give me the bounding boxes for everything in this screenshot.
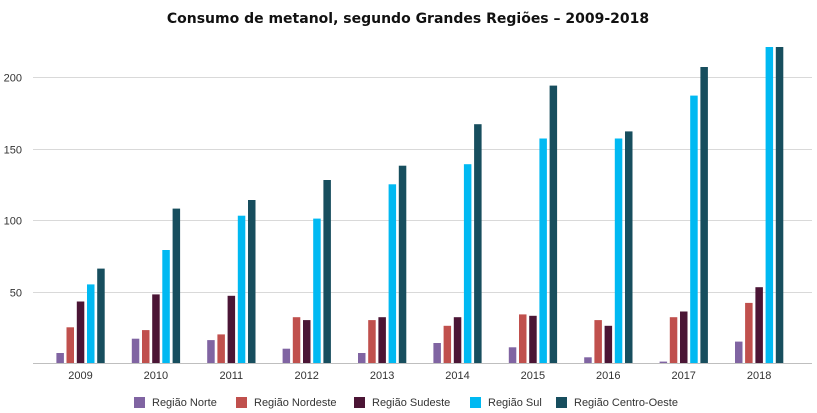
legend-label: Região Centro-Oeste: [574, 397, 678, 409]
legend-swatch: [354, 397, 365, 408]
bar: [398, 165, 407, 363]
bar: [368, 320, 376, 363]
bar: [594, 320, 602, 363]
y-tick-label: 50: [10, 288, 22, 300]
bar: [765, 47, 774, 363]
y-tick-label: 100: [4, 216, 22, 228]
y-axis-ticks: 50 100 150 200: [4, 73, 22, 300]
bar: [152, 294, 160, 363]
chart-title: Consumo de metanol, segundo Grandes Regi…: [167, 11, 649, 27]
legend-swatch: [236, 397, 247, 408]
bar: [604, 325, 613, 363]
bar: [303, 320, 311, 363]
bar: [56, 353, 64, 363]
legend-label: Região Sudeste: [372, 397, 450, 409]
bar: [700, 67, 708, 363]
bar: [549, 85, 558, 363]
bar: [659, 361, 668, 363]
bar: [669, 317, 678, 363]
bar: [775, 47, 784, 363]
bar: [463, 164, 472, 363]
x-tick-label: 2017: [671, 370, 695, 382]
bar: [97, 268, 105, 363]
legend-swatch: [556, 397, 567, 408]
bar: [237, 215, 246, 363]
bar: [131, 338, 140, 363]
bar: [87, 284, 95, 363]
x-tick-label: 2015: [521, 370, 545, 382]
x-tick-label: 2012: [294, 370, 318, 382]
bar: [680, 311, 688, 363]
bar: [433, 343, 441, 363]
y-tick-label: 200: [4, 73, 22, 85]
x-tick-label: 2014: [445, 370, 469, 382]
x-tick-label: 2009: [68, 370, 92, 382]
bar: [292, 317, 301, 363]
bar: [529, 315, 537, 363]
x-tick-label: 2013: [370, 370, 394, 382]
legend-label: Região Norte: [152, 397, 217, 409]
y-tick-label: 150: [4, 145, 22, 157]
bars: [56, 47, 784, 363]
bar: [508, 347, 517, 363]
bar: [690, 95, 698, 363]
bar: [378, 317, 386, 363]
bar: [358, 353, 366, 363]
bar: [443, 325, 452, 363]
bar: [519, 314, 527, 363]
bar: [282, 348, 291, 363]
bar: [735, 341, 743, 363]
bar: [313, 218, 321, 363]
bar: [388, 184, 397, 363]
bar: [584, 357, 592, 363]
bar: [755, 287, 763, 363]
bar: [142, 330, 150, 363]
bar: [625, 131, 633, 363]
legend-label: Região Sul: [488, 397, 542, 409]
x-tick-label: 2018: [747, 370, 771, 382]
legend: Região Norte Região Nordeste Região Sudest…: [134, 397, 678, 409]
bar: [474, 124, 482, 363]
x-tick-label: 2010: [144, 370, 168, 382]
bar: [248, 200, 256, 363]
bar: [66, 327, 74, 363]
x-tick-label: 2016: [596, 370, 620, 382]
bar: [227, 295, 236, 363]
bar: [453, 317, 462, 363]
bar: [172, 208, 181, 363]
bar: [162, 250, 170, 363]
legend-swatch: [470, 397, 481, 408]
bar: [207, 340, 215, 363]
bar: [217, 334, 225, 363]
bar: [76, 301, 85, 363]
legend-label: Região Nordeste: [254, 397, 337, 409]
x-tick-label: 2011: [219, 370, 243, 382]
bar: [745, 302, 753, 363]
bar: [539, 138, 547, 363]
bar: [614, 138, 623, 363]
legend-swatch: [134, 397, 145, 408]
x-axis-ticks: 2009 2010 2011 2012 2013 2014 2015 2016 2017 2018: [68, 370, 771, 382]
bar: [323, 180, 331, 363]
gridlines: [33, 77, 812, 293]
